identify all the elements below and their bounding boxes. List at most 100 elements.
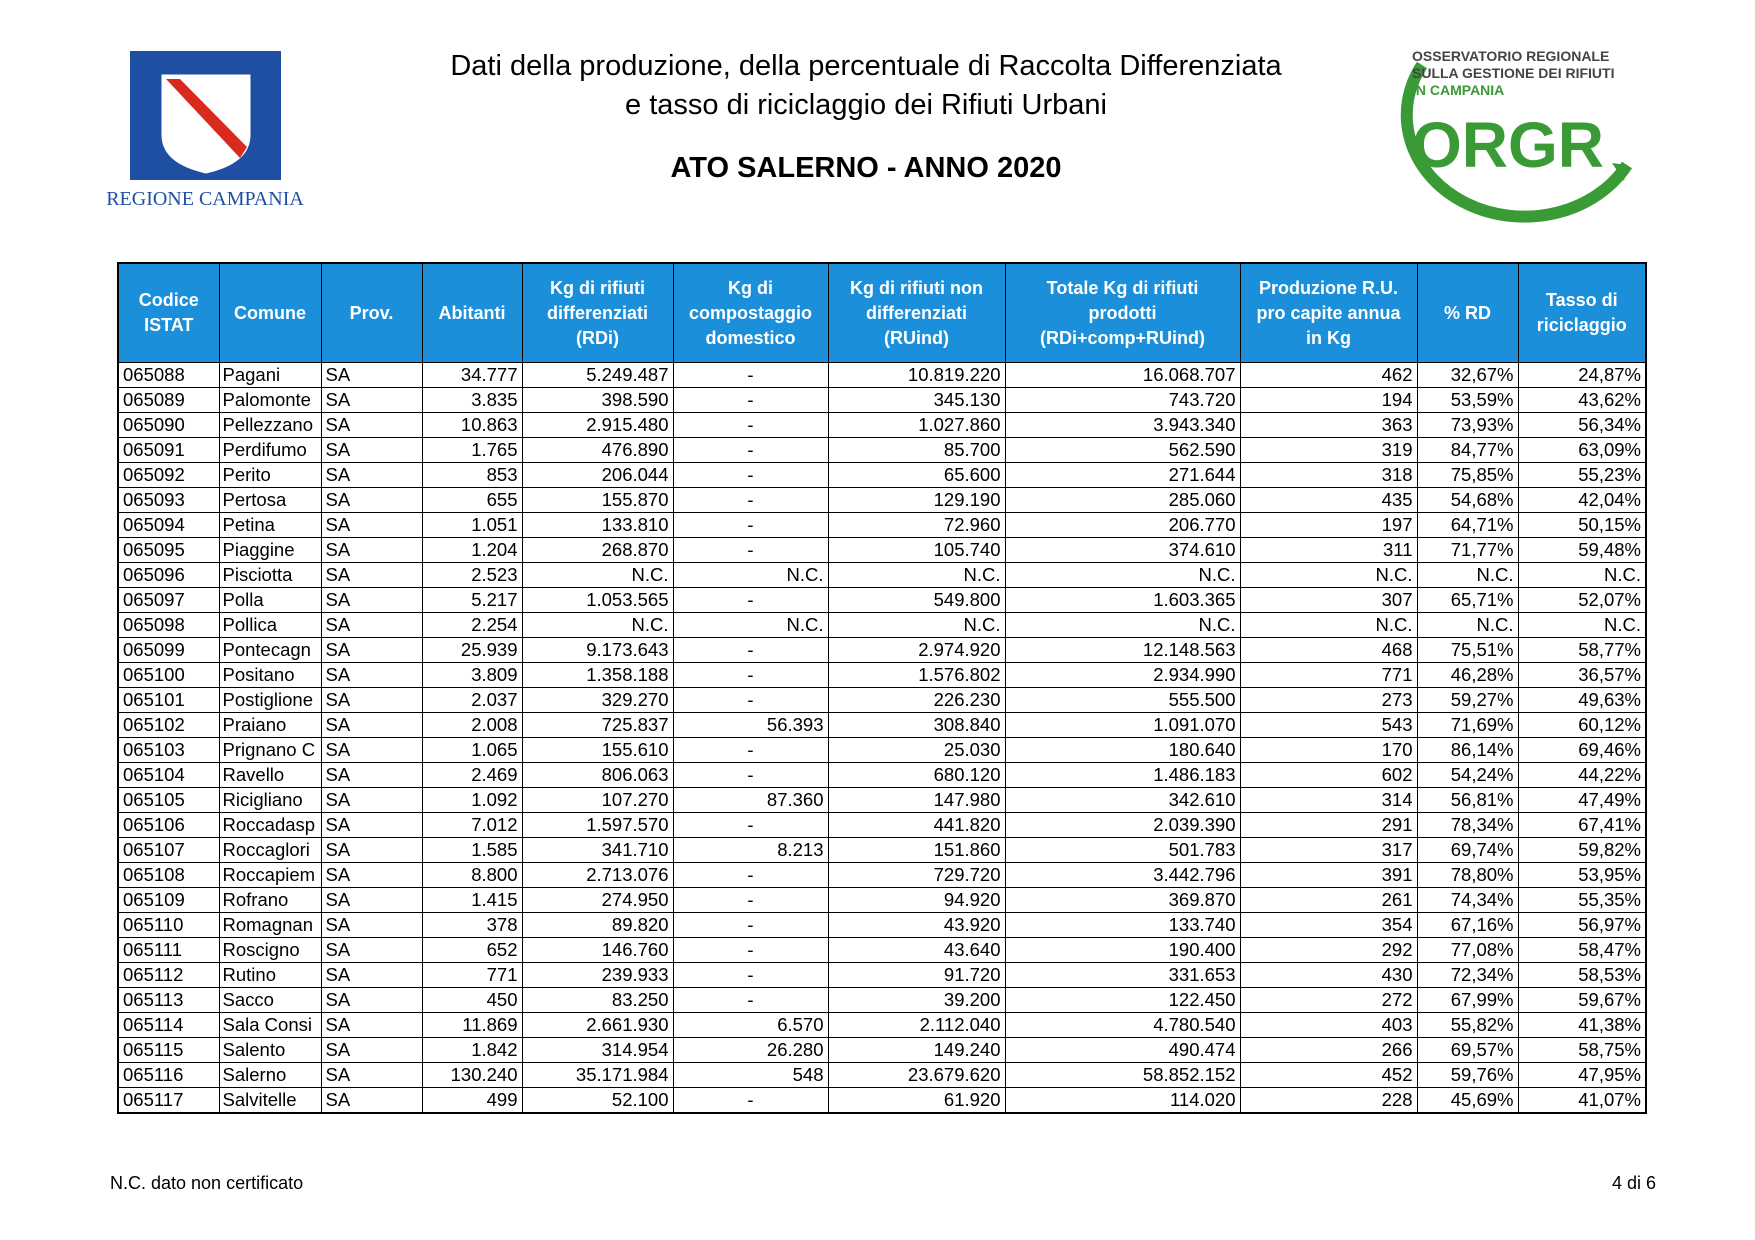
table-row: 065097 Polla SA 5.217 1.053.565-549.800 1.603…	[117, 587, 1647, 613]
table-cell: 73,93%	[1416, 412, 1519, 438]
table-row: 065110 Romagnan SA 378 89.820-43.920 133.740 3…	[117, 912, 1647, 938]
table-cell: N.C.	[521, 562, 674, 588]
table-cell: 53,59%	[1416, 387, 1519, 413]
table-cell: SA	[320, 437, 423, 463]
table-cell: SA	[320, 362, 423, 388]
table-cell: 285.060	[1004, 487, 1241, 513]
orgr-logo: OSSERVATORIO REGIONALE SULLA GESTIONE DE…	[1400, 48, 1633, 223]
table-cell: 462	[1239, 362, 1418, 388]
table-cell: 52.100	[521, 1087, 674, 1114]
table-cell: N.C.	[827, 612, 1006, 638]
logo-line: SULLA GESTIONE DEI RIFIUTI	[1412, 65, 1615, 81]
table-cell: 54,24%	[1416, 762, 1519, 788]
table-cell: 86,14%	[1416, 737, 1519, 763]
table-cell: Pagani	[218, 362, 322, 388]
table-cell: 43,62%	[1517, 387, 1647, 413]
table-cell: 9.173.643	[521, 637, 674, 663]
table-cell: 065098	[117, 612, 220, 638]
table-cell: -	[672, 637, 829, 663]
table-cell: 39.200	[827, 987, 1006, 1013]
table-row: 065096 Pisciotta SA 2.523 N.C. N.C. N.C. N.C. N.…	[117, 562, 1647, 588]
table-cell: 56,81%	[1416, 787, 1519, 813]
table-row: 065114 Sala Consi SA 11.869 2.661.930 6.570 2.…	[117, 1012, 1647, 1038]
table-cell: 47,95%	[1517, 1062, 1647, 1088]
table-cell: 87.360	[672, 787, 829, 813]
table-cell: 271.644	[1004, 462, 1241, 488]
table-cell: SA	[320, 962, 423, 988]
table-cell: Piaggine	[218, 537, 322, 563]
table-cell: 146.760	[521, 937, 674, 963]
table-cell: 69,46%	[1517, 737, 1647, 763]
table-cell: SA	[320, 912, 423, 938]
table-cell: Perdifumo	[218, 437, 322, 463]
table-cell: Roccadasp	[218, 812, 322, 838]
table-cell: 1.027.860	[827, 412, 1006, 438]
table-cell: 78,34%	[1416, 812, 1519, 838]
table-cell: 155.610	[521, 737, 674, 763]
table-cell: 133.810	[521, 512, 674, 538]
table-cell: 58,47%	[1517, 937, 1647, 963]
table-cell: 67,99%	[1416, 987, 1519, 1013]
table-cell: 105.740	[827, 537, 1006, 563]
table-cell: 680.120	[827, 762, 1006, 788]
table-row: 065094 Petina SA 1.051 133.810-72.960 206.770…	[117, 512, 1647, 538]
data-table: Codice ISTAT Comune Prov. Abitanti Kg di rif…	[117, 262, 1647, 1114]
table-cell: 3.809	[421, 662, 523, 688]
table-row: 065098 Pollica SA 2.254 N.C. N.C. N.C. N.C. N.C.…	[117, 612, 1647, 638]
table-cell: 319	[1239, 437, 1418, 463]
table-cell: SA	[320, 637, 423, 663]
table-cell: N.C.	[1416, 612, 1519, 638]
table-cell: 065091	[117, 437, 220, 463]
table-cell: 292	[1239, 937, 1418, 963]
table-cell: -	[672, 662, 829, 688]
table-cell: Pontecagn	[218, 637, 322, 663]
table-cell: SA	[320, 1087, 423, 1114]
table-cell: 065102	[117, 712, 220, 738]
table-cell: 107.270	[521, 787, 674, 813]
table-cell: 55,35%	[1517, 887, 1647, 913]
table-cell: 1.204	[421, 537, 523, 563]
table-cell: SA	[320, 837, 423, 863]
table-cell: Polla	[218, 587, 322, 613]
table-cell: 314	[1239, 787, 1418, 813]
table-cell: 065094	[117, 512, 220, 538]
table-cell: SA	[320, 1037, 423, 1063]
table-cell: 69,74%	[1416, 837, 1519, 863]
table-cell: 1.842	[421, 1037, 523, 1063]
table-cell: 501.783	[1004, 837, 1241, 863]
table-cell: 10.863	[421, 412, 523, 438]
logo-text: REGIONE CAMPANIA	[106, 188, 304, 210]
table-cell: 398.590	[521, 387, 674, 413]
table-cell: 363	[1239, 412, 1418, 438]
table-cell: 274.950	[521, 887, 674, 913]
table-cell: 59,76%	[1416, 1062, 1519, 1088]
table-cell: 75,85%	[1416, 462, 1519, 488]
table-cell: 133.740	[1004, 912, 1241, 938]
table-cell: 065093	[117, 487, 220, 513]
regione-logo: REGIONE CAMPANIA	[106, 51, 304, 210]
table-cell: 2.915.480	[521, 412, 674, 438]
table-cell: 129.190	[827, 487, 1006, 513]
table-cell: 065114	[117, 1012, 220, 1038]
table-cell: 147.980	[827, 787, 1006, 813]
table-cell: 155.870	[521, 487, 674, 513]
table-cell: -	[672, 937, 829, 963]
table-cell: 378	[421, 912, 523, 938]
table-cell: SA	[320, 662, 423, 688]
table-cell: N.C.	[827, 562, 1006, 588]
table-cell: 5.249.487	[521, 362, 674, 388]
table-row: 065115 Salento SA 1.842 314.954 26.280 149.240…	[117, 1037, 1647, 1063]
table-cell: 065108	[117, 862, 220, 888]
table-row: 065104 Ravello SA 2.469 806.063-680.120 1.486…	[117, 762, 1647, 788]
table-row: 065093 Pertosa SA 655 155.870-129.190 285.060…	[117, 487, 1647, 513]
table-cell: 345.130	[827, 387, 1006, 413]
table-cell: SA	[320, 737, 423, 763]
table-cell: 65,71%	[1416, 587, 1519, 613]
table-cell: 78,80%	[1416, 862, 1519, 888]
table-cell: 476.890	[521, 437, 674, 463]
table-cell: 239.933	[521, 962, 674, 988]
table-cell: N.C.	[672, 562, 829, 588]
table-cell: 72.960	[827, 512, 1006, 538]
table-cell: Salerno	[218, 1062, 322, 1088]
table-cell: Salvitelle	[218, 1087, 322, 1114]
